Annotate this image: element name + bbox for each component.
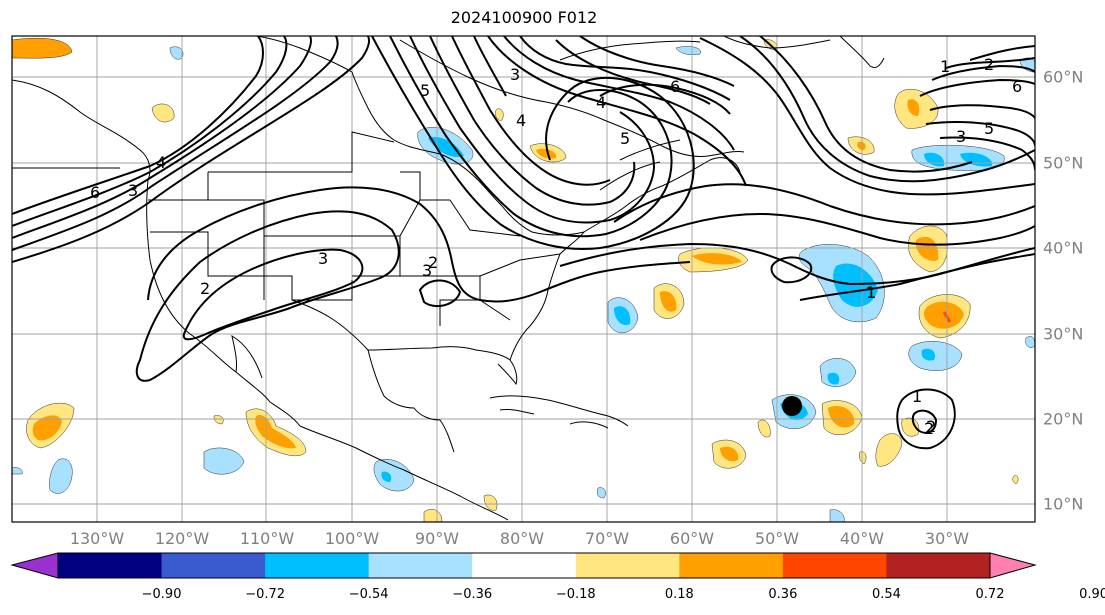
contour-label: 5	[420, 81, 430, 100]
map-title: 2024100900 F012	[450, 8, 598, 27]
latitude-label: 20°N	[1043, 409, 1084, 429]
contour-label: 1	[866, 283, 876, 302]
colorbar-tick-label: −0.72	[245, 587, 286, 602]
contour-label: 6	[670, 77, 680, 96]
colorbar-segment	[58, 553, 163, 578]
colorbar-tick-label: −0.18	[555, 587, 596, 602]
longitude-label: 110°W	[239, 529, 295, 548]
colorbar-tick-label: 0.90	[1079, 587, 1105, 602]
contour-label: 1	[940, 57, 950, 76]
contour-label: 2	[926, 417, 936, 436]
latitude-label: 50°N	[1043, 153, 1084, 173]
contour-label: 2	[200, 279, 210, 298]
colorbar	[10, 552, 1037, 579]
colorbar-tick-label: −0.90	[141, 587, 182, 602]
contour-label: 2	[428, 253, 438, 272]
latitude-label: 10°N	[1043, 494, 1084, 514]
longitude-label: 100°W	[324, 529, 380, 548]
longitude-label: 30°W	[924, 529, 970, 548]
latitude-label: 60°N	[1043, 67, 1084, 87]
weather-map: 2 3 4 5 6 6 5 4 3 2 1 3 3 2 1 6 5 4 3 2 …	[11, 35, 1036, 523]
colorbar-tick-label: 0.54	[871, 587, 901, 602]
contour-label: 2	[984, 55, 994, 74]
colorbar-segment	[265, 553, 370, 578]
colorbar-tick-label: −0.54	[348, 587, 389, 602]
colorbar-tick-label: 0.36	[768, 587, 798, 602]
contour-label: 3	[956, 127, 966, 146]
colorbar-segment	[575, 553, 680, 578]
colorbar-extension-low	[12, 553, 58, 578]
colorbar-tick-label: 0.72	[975, 587, 1005, 602]
contour-label: 1	[912, 387, 922, 406]
longitude-label: 70°W	[584, 529, 630, 548]
colorbar-segment	[161, 553, 266, 578]
colorbar-tick-label: 0.18	[664, 587, 694, 602]
contour-lines	[12, 36, 1035, 450]
longitude-label: 40°W	[839, 529, 885, 548]
contour-label: 3	[510, 65, 520, 84]
latitude-label: 30°N	[1043, 324, 1084, 344]
colorbar-segment	[368, 553, 473, 578]
contour-label: 6	[90, 183, 100, 202]
longitude-label: 130°W	[69, 529, 125, 548]
colorbar-segment	[886, 553, 991, 578]
longitude-label: 60°W	[669, 529, 715, 548]
longitude-label: 50°W	[754, 529, 800, 548]
longitude-label: 90°W	[414, 529, 460, 548]
contour-label: 2	[924, 419, 934, 438]
colorbar-tick-label: −0.36	[452, 587, 493, 602]
colorbar-segment	[782, 553, 887, 578]
contour-label: 4	[516, 111, 526, 130]
contour-label: 3	[422, 261, 432, 280]
latitude-label: 40°N	[1043, 238, 1084, 258]
contour-label: 6	[1012, 77, 1022, 96]
contour-label: 4	[156, 153, 166, 172]
storm-center-marker	[782, 396, 802, 416]
contour-label: 3	[128, 181, 138, 200]
contour-label: 1	[866, 283, 876, 302]
contour-label: 5	[620, 129, 630, 148]
contour-label-group: 2 3 4 5 6 6 5 4 3 2 1 3 3 2 1 6 5 4 3 2 …	[90, 55, 1022, 438]
contour-label: 5	[984, 119, 994, 138]
contour-label: 3	[318, 249, 328, 268]
colorbar-segment	[679, 553, 784, 578]
longitude-label: 80°W	[499, 529, 545, 548]
colorbar-extension-high	[990, 553, 1035, 578]
longitude-label: 120°W	[154, 529, 210, 548]
contour-label: 4	[596, 93, 606, 112]
colorbar-segment	[472, 553, 577, 578]
